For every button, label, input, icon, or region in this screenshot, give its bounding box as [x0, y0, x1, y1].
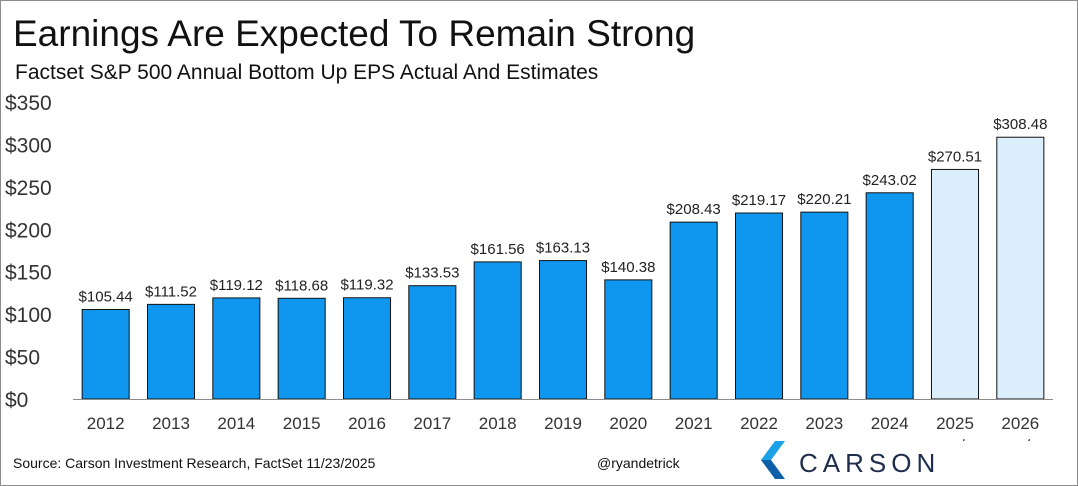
data-label: $163.13 — [536, 240, 590, 257]
logo-chevron-upper — [761, 441, 785, 460]
y-tick-label: $250 — [5, 177, 52, 200]
x-tick-label: 2026 — [1001, 414, 1039, 433]
x-tick-label: 2023 — [805, 414, 843, 433]
y-tick-label: $200 — [5, 219, 52, 242]
x-tick-label: 2017 — [413, 414, 451, 433]
data-label: $105.44 — [79, 289, 133, 306]
x-axis: 2012 2013 2014 2015 2016 2017 2018 2019 2020 2021… — [73, 400, 1053, 442]
bar-2015 — [278, 298, 325, 399]
bar-chart: $0 $50 $100 $150 $200 $250 $300 $350 $105.44 $11… — [1, 1, 1077, 441]
y-tick-label: $150 — [5, 262, 52, 285]
bar-2024 — [866, 193, 913, 399]
data-label: $220.21 — [797, 191, 851, 208]
y-axis: $0 $50 $100 $150 $200 $250 $300 $350 — [5, 92, 52, 412]
x-tick-label: 2022 — [740, 414, 778, 433]
data-label: $140.38 — [601, 259, 655, 276]
carson-logo-text: CARSON — [799, 448, 940, 479]
data-label: $119.12 — [210, 277, 263, 294]
data-label: $119.32 — [340, 277, 393, 294]
carson-chevron-icon — [761, 441, 791, 479]
bar-2017 — [409, 286, 456, 399]
x-tick-label: 2013 — [152, 414, 190, 433]
x-tick-label: 2025 — [936, 414, 974, 433]
chart-frame: Earnings Are Expected To Remain Strong F… — [0, 0, 1078, 486]
x-tick-label: 2020 — [609, 414, 647, 433]
x-tick-label: 2024 — [871, 414, 909, 433]
bar-2016 — [343, 298, 390, 399]
bar-2023 — [801, 212, 848, 399]
bar-2019 — [539, 261, 586, 399]
x-tick-label: 2021 — [675, 414, 713, 433]
bar-2014 — [213, 298, 260, 399]
data-label: $133.53 — [405, 265, 459, 282]
bar-2025-est — [931, 169, 978, 399]
x-tick-label: 2014 — [217, 414, 255, 433]
x-tick-label: 2015 — [283, 414, 321, 433]
x-tick-label: est — [944, 435, 967, 441]
data-label: $270.51 — [928, 148, 982, 165]
bar-2021 — [670, 222, 717, 399]
x-tick-label: 2019 — [544, 414, 582, 433]
data-label: $161.56 — [471, 241, 525, 258]
x-tick-label: 2018 — [479, 414, 517, 433]
y-tick-label: $100 — [5, 304, 52, 327]
logo-chevron-lower — [761, 460, 785, 479]
x-tick-label: 2012 — [87, 414, 125, 433]
y-tick-label: $350 — [5, 92, 52, 115]
y-tick-label: $50 — [5, 347, 40, 370]
y-tick-label: $300 — [5, 134, 52, 157]
bar-2018 — [474, 262, 521, 399]
data-label: $308.48 — [993, 116, 1047, 133]
y-tick-label: $0 — [5, 389, 28, 412]
bar-2026-est — [997, 137, 1044, 399]
data-label: $243.02 — [863, 172, 917, 189]
x-tick-label: 2016 — [348, 414, 386, 433]
x-tick-label: est — [1009, 435, 1032, 441]
data-label: $118.68 — [275, 277, 328, 294]
bar-2020 — [605, 280, 652, 399]
data-label: $111.52 — [145, 283, 197, 300]
source-note: Source: Carson Investment Research, Fact… — [13, 455, 375, 471]
bar-2012 — [82, 310, 129, 399]
data-label: $219.17 — [732, 192, 786, 209]
bar-2013 — [147, 304, 194, 399]
data-label: $208.43 — [667, 201, 721, 218]
author-handle: @ryandetrick — [597, 455, 680, 471]
bar-2022 — [735, 213, 782, 399]
